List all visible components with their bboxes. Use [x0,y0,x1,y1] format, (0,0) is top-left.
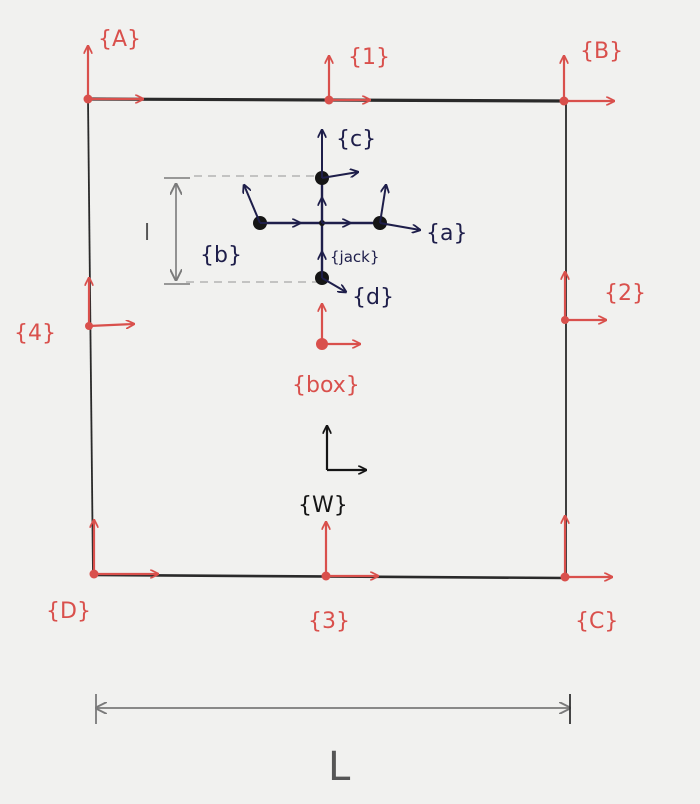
frame-jack-glyph [322,198,350,223]
label-frame-a-jack: {a} [426,221,467,246]
frame-b-jack-glyph [244,185,300,223]
frame-4-glyph [85,278,134,330]
frame-b-glyph [559,56,615,106]
label-frame-1: {1} [348,45,390,70]
frame-c-glyph [560,516,613,582]
label-frame-d: {D} [46,599,91,624]
label-jack-size: l [144,221,150,246]
frame-a-jack-glyph [379,185,420,230]
label-frame-c: {C} [575,609,618,634]
frame-3-glyph [321,522,379,581]
jack-dimension-arrow [164,177,190,285]
label-frame-b: {B} [580,39,623,64]
label-frame-world: {W} [298,493,348,518]
label-frame-2: {2} [604,281,646,306]
label-box-side: L [328,744,351,790]
label-frame-b-jack: {b} [200,243,242,268]
frame-d-jack-glyph [322,252,346,292]
label-frame-a: {A} [98,27,141,52]
box-dimension-arrow [96,694,570,724]
frame-world-glyph [327,426,366,470]
label-frame-box: {box} [292,373,360,398]
label-frame-d-jack: {d} [352,285,394,310]
frame-box-glyph [316,304,360,350]
frame-a-glyph [83,46,144,104]
frame-1-glyph [324,56,371,105]
jack-body [253,171,387,285]
frame-c-jack-glyph [322,130,358,179]
label-frame-c-jack: {c} [336,127,376,152]
label-frame-3: {3} [308,609,350,634]
frame-2-glyph [561,272,606,324]
label-frame-jack: {jack} [330,248,379,266]
label-frame-4: {4} [14,321,56,346]
jack-dashed-guides [186,175,320,283]
frame-d-glyph [89,520,159,579]
